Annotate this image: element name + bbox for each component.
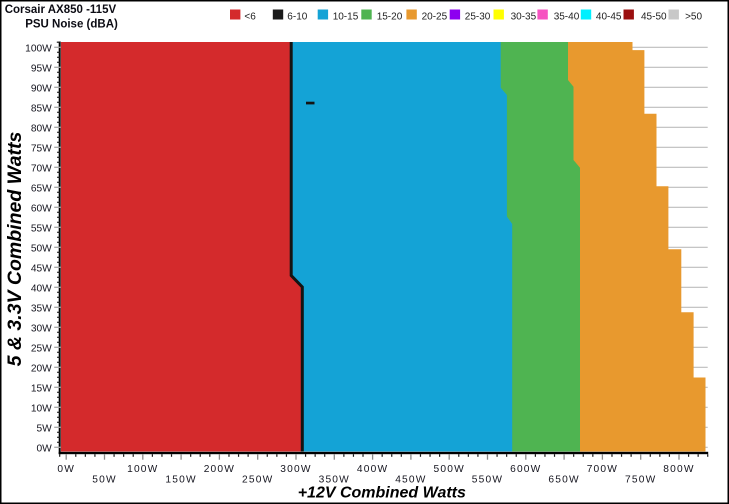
svg-text:>50: >50 (685, 11, 702, 22)
svg-text:85W: 85W (31, 104, 52, 115)
svg-text:95W: 95W (31, 64, 52, 75)
svg-text:50W: 50W (31, 244, 52, 255)
svg-text:300W: 300W (280, 464, 311, 475)
svg-text:600W: 600W (510, 464, 541, 475)
svg-text:100W: 100W (25, 44, 52, 55)
svg-text:10W: 10W (31, 404, 52, 415)
svg-text:10-15: 10-15 (333, 11, 359, 22)
svg-text:800W: 800W (663, 464, 694, 475)
svg-text:40-45: 40-45 (596, 11, 622, 22)
svg-text:500W: 500W (433, 464, 464, 475)
svg-text:Corsair AX850 -115V: Corsair AX850 -115V (5, 4, 117, 16)
svg-text:5W: 5W (37, 424, 53, 435)
svg-text:50W: 50W (92, 475, 117, 486)
svg-text:250W: 250W (242, 475, 273, 486)
svg-text:30-35: 30-35 (511, 11, 537, 22)
svg-text:6-10: 6-10 (287, 11, 307, 22)
svg-text:5 & 3.3V Combined Watts: 5 & 3.3V Combined Watts (4, 131, 26, 366)
svg-text:25-30: 25-30 (465, 11, 491, 22)
svg-text:200W: 200W (204, 464, 235, 475)
svg-text:25W: 25W (31, 344, 52, 355)
svg-text:450W: 450W (395, 475, 426, 486)
svg-text:35-40: 35-40 (554, 11, 580, 22)
svg-text:350W: 350W (319, 475, 350, 486)
svg-text:<6: <6 (244, 11, 256, 22)
svg-text:650W: 650W (548, 475, 579, 486)
svg-text:PSU Noise (dBA): PSU Noise (dBA) (25, 19, 118, 31)
svg-text:0W: 0W (37, 444, 53, 455)
svg-text:+12V Combined Watts: +12V Combined Watts (298, 484, 466, 501)
svg-text:400W: 400W (357, 464, 388, 475)
svg-text:750W: 750W (625, 475, 656, 486)
svg-text:75W: 75W (31, 144, 52, 155)
svg-text:45W: 45W (31, 264, 52, 275)
svg-text:550W: 550W (472, 475, 503, 486)
svg-text:60W: 60W (31, 204, 52, 215)
svg-text:150W: 150W (165, 475, 196, 486)
svg-text:35W: 35W (31, 304, 52, 315)
svg-text:15W: 15W (31, 384, 52, 395)
svg-text:20W: 20W (31, 364, 52, 375)
svg-text:45-50: 45-50 (641, 11, 667, 22)
svg-text:40W: 40W (31, 284, 52, 295)
svg-text:55W: 55W (31, 224, 52, 235)
svg-text:20-25: 20-25 (422, 11, 448, 22)
svg-text:100W: 100W (127, 464, 158, 475)
svg-text:65W: 65W (31, 184, 52, 195)
svg-text:90W: 90W (31, 84, 52, 95)
svg-text:70W: 70W (31, 164, 52, 175)
svg-text:700W: 700W (587, 464, 618, 475)
svg-text:0W: 0W (57, 464, 75, 475)
svg-text:80W: 80W (31, 124, 52, 135)
svg-text:15-20: 15-20 (377, 11, 403, 22)
svg-text:30W: 30W (31, 324, 52, 335)
